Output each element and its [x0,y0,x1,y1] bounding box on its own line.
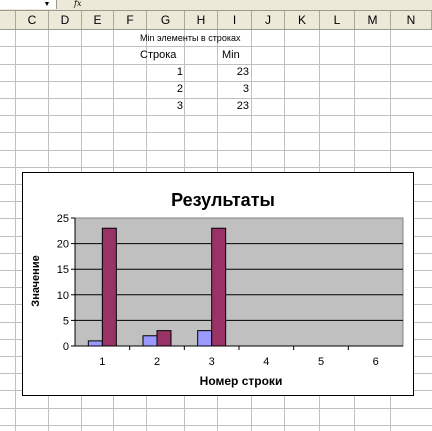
formula-bar: ▼ fx [0,0,432,11]
column-header-e[interactable]: E [82,11,114,29]
x-tick-label: 4 [263,356,269,368]
column-header-i[interactable]: I [218,11,252,29]
bar [156,330,172,347]
y-tick-label: 5 [63,315,69,327]
column-header-n[interactable]: N [391,11,432,29]
chart-svg: Результаты Значение Номер строки 0510152… [30,190,404,388]
bar [211,227,227,347]
row-min-value: 23 [236,66,249,78]
row-min-value: 3 [242,83,249,95]
column-header-h[interactable]: H [185,11,218,29]
row-number: 3 [176,100,183,112]
y-tick-label: 0 [63,341,69,353]
bar [101,227,117,347]
column-header-c[interactable]: C [16,11,49,29]
column-header-m[interactable]: M [355,11,391,29]
name-box-dropdown-icon[interactable]: ▼ [43,1,51,8]
y-tick-label: 25 [57,213,69,225]
y-tick-label: 10 [57,290,69,302]
chart[interactable]: Результаты Значение Номер строки 0 5 10 15 2… [22,172,414,396]
column-header-k[interactable]: K [285,11,320,29]
x-tick-label: 3 [209,356,215,368]
header-row-label: Строка [140,49,177,61]
x-axis-label: Номер строки [200,374,283,388]
row-number: 2 [176,83,183,95]
plot-area [74,217,404,347]
column-header-j[interactable]: J [252,11,285,29]
x-tick-label: 6 [373,356,379,368]
name-box[interactable] [0,0,57,9]
x-tick-label: 5 [318,356,324,368]
bar [197,330,213,347]
column-header-l[interactable]: L [320,11,355,29]
bar [87,340,103,347]
column-headers: C D E F G H I J K L M N [0,11,432,30]
column-header-partial[interactable] [0,11,16,29]
column-header-f[interactable]: F [114,11,147,29]
chart-title: Результаты [171,190,275,210]
x-tick-label: 2 [154,356,160,368]
column-header-g[interactable]: G [147,11,185,29]
fx-icon[interactable]: fx [74,0,82,8]
y-tick-label: 15 [57,264,69,276]
y-axis-label: Значение [30,255,42,306]
header-min-label: Min [222,49,240,61]
y-tick-label: 20 [57,239,69,251]
column-header-d[interactable]: D [49,11,82,29]
x-tick-label: 1 [99,356,105,368]
bar [142,335,158,347]
row-min-value: 23 [236,100,249,112]
row-number: 1 [176,66,183,78]
table-title: Min элементы в строках [140,33,241,43]
